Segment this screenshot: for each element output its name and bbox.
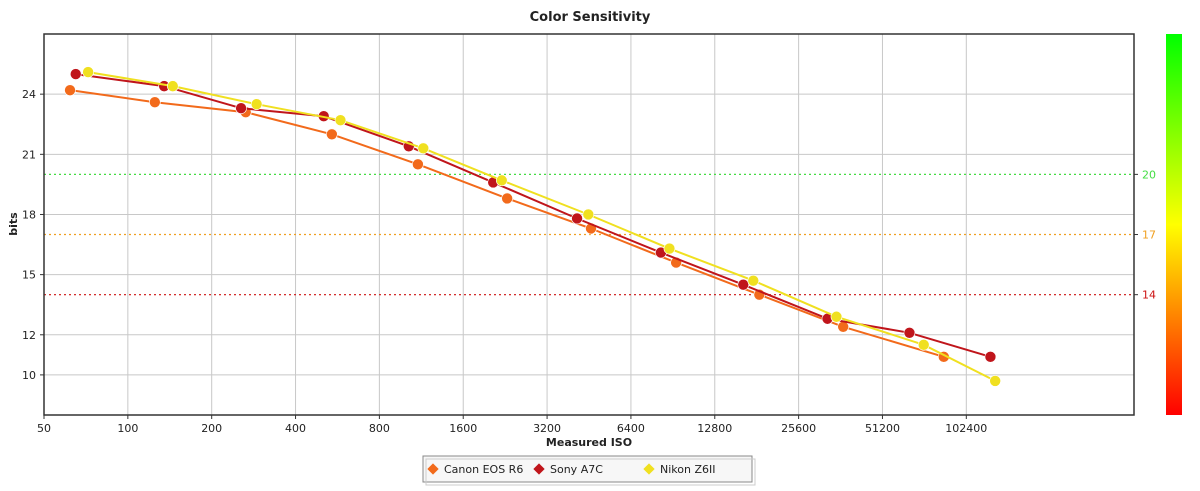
series-sony-a7c (69, 68, 997, 363)
chart-title: Color Sensitivity (530, 10, 651, 25)
legend-box (422, 455, 753, 483)
x-tick-label: 102400 (945, 422, 987, 435)
y-tick-label: 10 (22, 369, 36, 382)
data-point (582, 208, 595, 221)
x-tick-label: 3200 (533, 422, 561, 435)
reference-lines: 20 17 14 (44, 168, 1156, 302)
data-point (250, 98, 263, 110)
data-point (747, 274, 760, 287)
data-point (663, 242, 676, 255)
legend-label: Nikon Z6II (660, 463, 715, 476)
y-tick-label: 18 (22, 208, 36, 221)
y-tick-label: 12 (22, 329, 36, 342)
data-series (64, 66, 1001, 387)
legend-item: Nikon Z6II (643, 463, 715, 476)
data-point (737, 278, 750, 291)
legend-marker (643, 463, 655, 475)
series-line (75, 73, 991, 358)
x-tick-label: 51200 (865, 422, 900, 435)
plot-area-frame (43, 33, 1135, 416)
data-point (417, 142, 430, 155)
legend-label: Sony A7C (550, 463, 603, 476)
color-scale-bar (1166, 34, 1182, 415)
data-point (917, 339, 930, 351)
y-tick-label: 24 (22, 88, 36, 101)
data-point (903, 326, 916, 339)
legend: Canon EOS R6 Sony A7C Nikon Z6II (422, 455, 756, 486)
legend-marker (427, 463, 439, 475)
data-point (830, 310, 843, 323)
data-point (82, 66, 94, 78)
grid (43, 34, 1134, 415)
reference-line-label: 14 (1142, 289, 1156, 302)
data-point (495, 174, 508, 187)
reference-line-label: 20 (1142, 168, 1156, 181)
x-tick-label: 1600 (449, 422, 477, 435)
data-point (235, 102, 247, 114)
x-tick-label: 200 (201, 422, 222, 435)
x-tick-label: 400 (285, 422, 306, 435)
reference-line-label: 17 (1142, 229, 1156, 242)
data-point (69, 68, 82, 80)
x-tick-label: 6400 (617, 422, 645, 435)
data-point (149, 96, 161, 108)
x-axis-ticks: 50 100 200 400 800 1600 3200 6400 12800 25600 5120… (37, 415, 987, 435)
legend-marker (533, 463, 545, 475)
data-point (64, 84, 76, 96)
x-tick-label: 800 (369, 422, 390, 435)
legend-shadow (425, 458, 756, 486)
series-canon-eos-r6 (64, 84, 950, 363)
data-point (984, 351, 997, 363)
series-nikon-z6ii (82, 66, 1001, 387)
x-tick-label: 50 (37, 422, 51, 435)
data-point (166, 80, 179, 92)
data-point (412, 158, 424, 171)
data-point (334, 114, 347, 127)
legend-item: Canon EOS R6 (427, 463, 523, 476)
data-point (326, 128, 338, 141)
data-point (501, 192, 513, 205)
data-point (571, 212, 583, 225)
y-axis-label: bits (7, 212, 20, 236)
series-line (87, 71, 996, 382)
legend-item: Sony A7C (533, 463, 603, 476)
y-tick-label: 21 (22, 148, 36, 161)
data-point (989, 375, 1001, 387)
x-tick-label: 12800 (697, 422, 732, 435)
x-tick-label: 100 (117, 422, 138, 435)
series-line (69, 89, 945, 358)
y-tick-label: 15 (22, 269, 36, 282)
x-axis-label: Measured ISO (546, 436, 632, 449)
legend-label: Canon EOS R6 (444, 463, 523, 476)
x-tick-label: 25600 (781, 422, 816, 435)
y-axis-ticks: 10 12 15 18 21 24 (22, 88, 44, 382)
